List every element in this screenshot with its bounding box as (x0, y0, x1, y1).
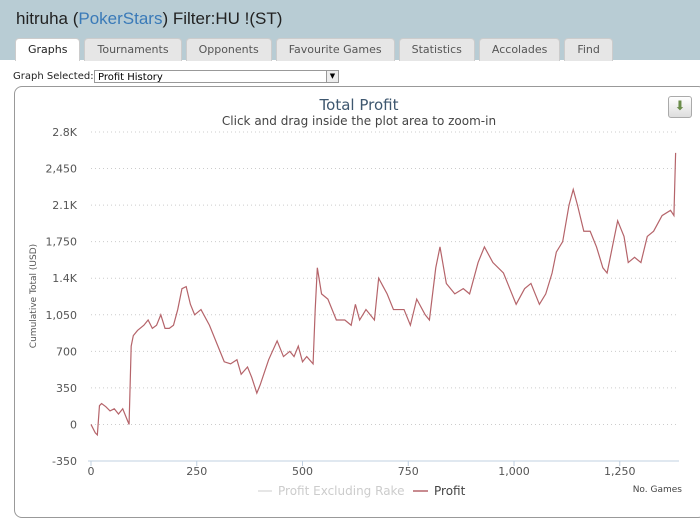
y-tick-label: 2.1K (52, 199, 77, 212)
x-tick-label: 250 (186, 465, 207, 478)
tab-favourite-games[interactable]: Favourite Games (275, 38, 395, 61)
y-tick-label: 2.8K (52, 126, 77, 139)
legend-profit: Profit (434, 484, 466, 498)
site-link[interactable]: PokerStars (78, 9, 163, 28)
filter-text: Filter:HU !(ST) (172, 9, 283, 28)
tab-accolades[interactable]: Accolades (478, 38, 561, 61)
tab-bar: Graphs Tournaments Opponents Favourite Game… (15, 38, 613, 61)
y-tick-label: 1.4K (52, 272, 77, 285)
y-tick-label: 2,450 (46, 163, 78, 176)
page-title: hitruha (PokerStars) Filter:HU !(ST) (16, 9, 283, 28)
header: hitruha (PokerStars) Filter:HU !(ST) Gra… (0, 0, 700, 61)
y-tick-label: 350 (56, 382, 77, 395)
chart-subtitle: Click and drag inside the plot area to z… (222, 114, 496, 128)
y-axis-label: Cumulative Total (USD) (29, 244, 39, 348)
x-tick-label: 500 (292, 465, 313, 478)
x-axis-label: No. Games (633, 485, 683, 495)
tab-graphs[interactable]: Graphs (15, 38, 81, 61)
download-icon[interactable]: ⬇ (668, 96, 692, 118)
x-tick-label: 1,250 (604, 465, 636, 478)
y-tick-label: 700 (56, 345, 77, 358)
tab-statistics[interactable]: Statistics (398, 38, 475, 61)
user-name: hitruha (16, 9, 68, 28)
tab-tournaments[interactable]: Tournaments (84, 38, 182, 61)
graph-select[interactable]: Profit History ▼ (94, 70, 339, 83)
chart-title: Total Profit (319, 96, 399, 114)
tab-opponents[interactable]: Opponents (185, 38, 272, 61)
x-tick-label: 1,000 (498, 465, 530, 478)
graph-select-value: Profit History (98, 72, 163, 83)
legend-profit-excluding-rake: Profit Excluding Rake (278, 484, 404, 498)
graph-select-label: Graph Selected: (13, 71, 94, 82)
y-tick-label: 1,050 (46, 309, 78, 322)
y-tick-label: 0 (70, 418, 77, 431)
tab-find[interactable]: Find (564, 38, 613, 61)
x-tick-label: 0 (88, 465, 95, 478)
y-tick-label: 1,750 (46, 236, 78, 249)
x-tick-label: 750 (398, 465, 419, 478)
profit-series-line (90, 152, 677, 437)
chevron-down-icon[interactable]: ▼ (326, 71, 338, 82)
y-tick-label: -350 (52, 455, 77, 468)
